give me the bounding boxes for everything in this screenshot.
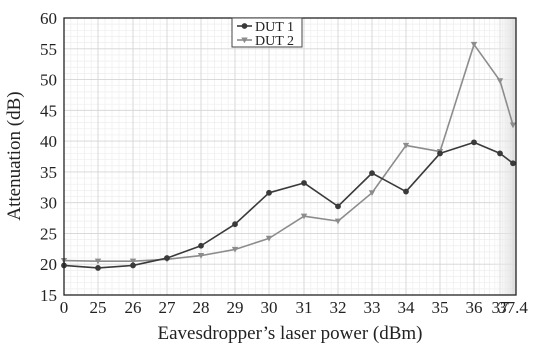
y-tick-label: 20 [40, 255, 57, 274]
data-point [496, 78, 504, 84]
x-tick-label: 27 [159, 298, 177, 317]
data-point [470, 41, 478, 48]
data-point [232, 221, 238, 228]
data-point [164, 255, 170, 261]
y-tick-label: 30 [40, 194, 57, 213]
data-point [403, 188, 409, 195]
data-point [334, 218, 342, 225]
y-tick-label: 25 [40, 224, 57, 243]
data-point [510, 160, 516, 167]
x-tick-label: 26 [125, 298, 142, 317]
y-tick-label: 55 [40, 40, 57, 59]
y-tick-label: 40 [40, 132, 57, 151]
x-tick-label: 28 [193, 298, 210, 317]
data-point [437, 150, 443, 157]
y-tick-label: 45 [40, 101, 57, 120]
data-point [231, 246, 239, 253]
y-tick-label: 50 [40, 71, 57, 90]
data-point [198, 242, 204, 249]
data-point [368, 190, 376, 197]
series-dut-1 [61, 139, 516, 271]
x-tick-label: 31 [296, 298, 313, 317]
x-tick-label: 34 [398, 298, 416, 317]
grid [63, 17, 516, 296]
data-point [241, 37, 248, 44]
data-point [94, 258, 102, 265]
data-point [130, 262, 136, 269]
x-tick-label: 36 [466, 298, 483, 317]
x-tick-label: 35 [432, 298, 449, 317]
y-tick-label: 60 [40, 9, 57, 28]
data-point [301, 180, 307, 186]
data-point [266, 189, 272, 196]
data-point [265, 235, 273, 242]
x-tick-label: 33 [364, 298, 381, 317]
data-point [95, 265, 101, 271]
data-point [300, 213, 308, 220]
x-tick-label: 29 [227, 298, 244, 317]
data-point [197, 253, 205, 259]
data-point [335, 203, 341, 210]
x-tick-label: 25 [90, 298, 107, 317]
legend-item: DUT 1 [237, 20, 294, 35]
legend-label: DUT 1 [255, 20, 294, 35]
legend-box [231, 17, 303, 48]
series-layer [60, 41, 517, 271]
series-line [63, 43, 514, 262]
x-tick-label: 30 [261, 298, 278, 317]
y-tick-label: 35 [40, 163, 57, 182]
x-tick-label: 37 [492, 298, 510, 317]
x-tick-label: 32 [330, 298, 347, 317]
data-point [402, 142, 410, 149]
data-point [471, 139, 477, 146]
data-point [369, 170, 375, 177]
x-tick-label: 37.4 [498, 298, 528, 317]
series-dut-2 [60, 41, 517, 265]
y-tick-label: 15 [40, 286, 57, 305]
data-point [241, 23, 248, 29]
data-point [129, 258, 137, 265]
series-line [63, 141, 514, 269]
x-axis-label: Eavesdropper’s laser power (dBm) [157, 323, 422, 344]
y-axis-label: Attenuation (dB) [4, 91, 25, 220]
x-tick-label: 0 [60, 298, 69, 317]
data-point [509, 122, 517, 129]
legend-label: DUT 2 [255, 34, 294, 49]
legend-item: DUT 2 [237, 34, 294, 49]
data-point [497, 150, 503, 157]
